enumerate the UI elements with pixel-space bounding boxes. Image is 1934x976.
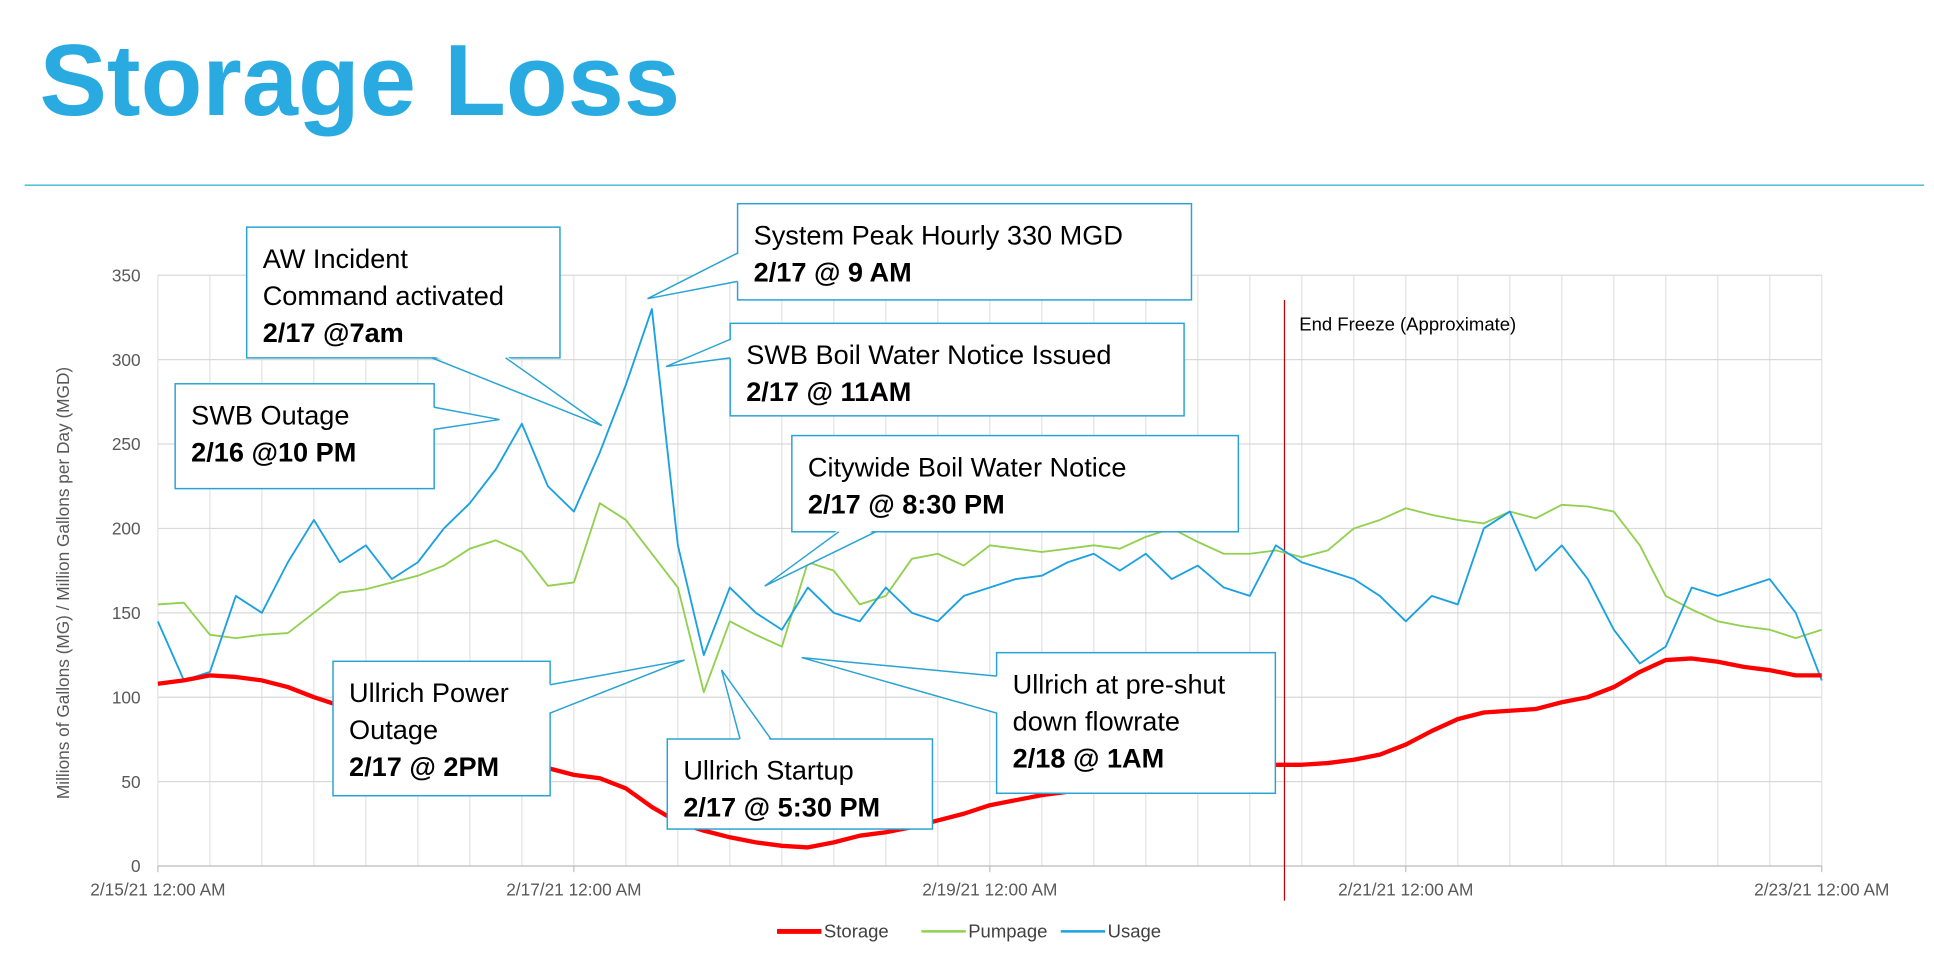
series-line [157, 308, 1823, 682]
y-tick-label: 100 [112, 687, 141, 707]
callout-text: Outage [349, 714, 438, 745]
callout-tail [647, 252, 738, 300]
y-tick-label: 300 [112, 350, 141, 370]
callout-text: Command activated [263, 280, 504, 311]
y-tick-label: 200 [112, 519, 141, 539]
callout-date: 2/17 @7am [263, 317, 404, 348]
callout-date: 2/18 @ 1AM [1013, 742, 1165, 773]
x-tick-label: 2/17/21 12:00 AM [506, 880, 641, 900]
callout-box [736, 202, 1193, 301]
x-tick-label: 2/21/21 12:00 AM [1338, 880, 1473, 900]
y-tick-label: 350 [112, 265, 141, 285]
callout-tail-fill [431, 407, 500, 430]
callout-tail [434, 406, 500, 431]
callout-text: Ullrich Startup [683, 755, 853, 786]
callout-text: Ullrich Power [349, 677, 509, 708]
y-tick-label: 50 [121, 772, 140, 792]
legend-label: Pumpage [968, 921, 1047, 942]
callout-text: SWB Outage [191, 399, 349, 430]
legend-label: Storage [824, 921, 889, 942]
callout-box [666, 738, 934, 830]
callout-box [245, 226, 561, 359]
callout-date: 2/17 @ 9 AM [754, 256, 912, 287]
callout-text: System Peak Hourly 330 MGD [754, 219, 1123, 250]
x-tick-label: 2/15/21 12:00 AM [90, 880, 225, 900]
callout-date: 2/17 @ 5:30 PM [683, 792, 880, 823]
series-line [157, 502, 1823, 694]
end-freeze-label: End Freeze (Approximate) [1299, 314, 1516, 335]
callout-box [791, 434, 1240, 533]
x-tick-label: 2/19/21 12:00 AM [922, 880, 1057, 900]
callout-date: 2/17 @ 2PM [349, 751, 499, 782]
callout-tail [720, 669, 772, 740]
callout-box [332, 660, 551, 797]
callout-text: AW Incident [263, 243, 409, 274]
callout-date: 2/16 @10 PM [191, 436, 356, 467]
slide-title: Storage Loss [39, 24, 680, 137]
callout-box [174, 383, 435, 490]
callout-tail [549, 659, 685, 714]
y-tick-label: 250 [112, 434, 141, 454]
callout-text: SWB Boil Water Notice Issued [746, 339, 1111, 370]
callout-tail [764, 531, 877, 587]
callouts: AW Incident Command activated 2/17 @7am Sys… [174, 202, 1277, 830]
y-axis-label: Millions of Gallons (MG) / Million Gallo… [53, 367, 73, 799]
callout-box [995, 651, 1277, 795]
callout-text: Citywide Boil Water Notice [808, 451, 1127, 482]
y-tick-label: 0 [131, 856, 141, 876]
callout-date: 2/17 @ 11AM [746, 376, 911, 407]
callout-text: Ullrich at pre-shut [1013, 668, 1226, 699]
y-tick-label: 150 [112, 603, 141, 623]
callout-tail [665, 338, 731, 368]
callout-tail [801, 656, 997, 714]
legend-label: Usage [1108, 921, 1161, 942]
callout-box [729, 322, 1185, 417]
x-tick-label: 2/23/21 12:00 AM [1754, 880, 1889, 900]
callout-tail [431, 357, 603, 427]
callout-text: down flowrate [1013, 705, 1180, 736]
callout-date: 2/17 @ 8:30 PM [808, 488, 1005, 519]
